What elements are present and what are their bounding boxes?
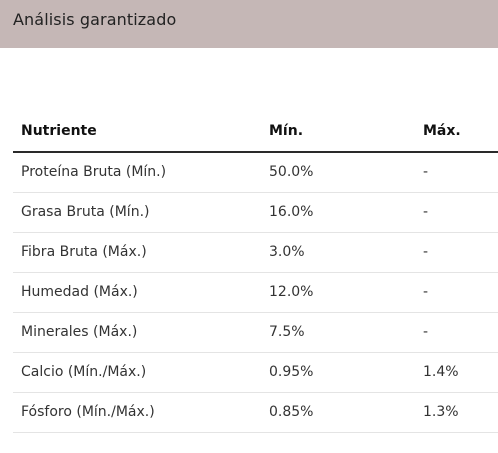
max-value: 1.3% — [423, 404, 459, 420]
nutrient-name: Grasa Bruta (Mín.) — [21, 204, 150, 220]
column-header-nutrient: Nutriente — [21, 123, 97, 139]
min-value: 50.0% — [269, 164, 314, 180]
section-title: Análisis garantizado — [13, 10, 177, 29]
min-value: 7.5% — [269, 324, 305, 340]
table-row: Proteína Bruta (Mín.) 50.0% - — [13, 153, 498, 193]
max-value: - — [423, 284, 429, 300]
table-row: Calcio (Mín./Máx.) 0.95% 1.4% — [13, 353, 498, 393]
table-header-row: Nutriente Mín. Máx. — [13, 111, 498, 153]
min-value: 12.0% — [269, 284, 314, 300]
nutrient-name: Fibra Bruta (Máx.) — [21, 244, 147, 260]
max-value: - — [423, 204, 429, 220]
nutrient-name: Fósforo (Mín./Máx.) — [21, 404, 155, 420]
nutrient-name: Humedad (Máx.) — [21, 284, 138, 300]
section-header: Análisis garantizado — [0, 0, 498, 48]
nutrient-name: Proteína Bruta (Mín.) — [21, 164, 167, 180]
nutrient-name: Calcio (Mín./Máx.) — [21, 364, 147, 380]
nutrient-table: Nutriente Mín. Máx. Proteína Bruta (Mín.… — [13, 111, 498, 433]
column-header-min: Mín. — [269, 123, 304, 139]
min-value: 0.85% — [269, 404, 314, 420]
table-row: Fósforo (Mín./Máx.) 0.85% 1.3% — [13, 393, 498, 433]
min-value: 16.0% — [269, 204, 314, 220]
nutrient-name: Minerales (Máx.) — [21, 324, 138, 340]
min-value: 3.0% — [269, 244, 305, 260]
column-header-max: Máx. — [423, 123, 461, 139]
max-value: - — [423, 164, 429, 180]
max-value: 1.4% — [423, 364, 459, 380]
min-value: 0.95% — [269, 364, 314, 380]
max-value: - — [423, 244, 429, 260]
table-row: Grasa Bruta (Mín.) 16.0% - — [13, 193, 498, 233]
table-row: Fibra Bruta (Máx.) 3.0% - — [13, 233, 498, 273]
max-value: - — [423, 324, 429, 340]
table-row: Minerales (Máx.) 7.5% - — [13, 313, 498, 353]
table-row: Humedad (Máx.) 12.0% - — [13, 273, 498, 313]
